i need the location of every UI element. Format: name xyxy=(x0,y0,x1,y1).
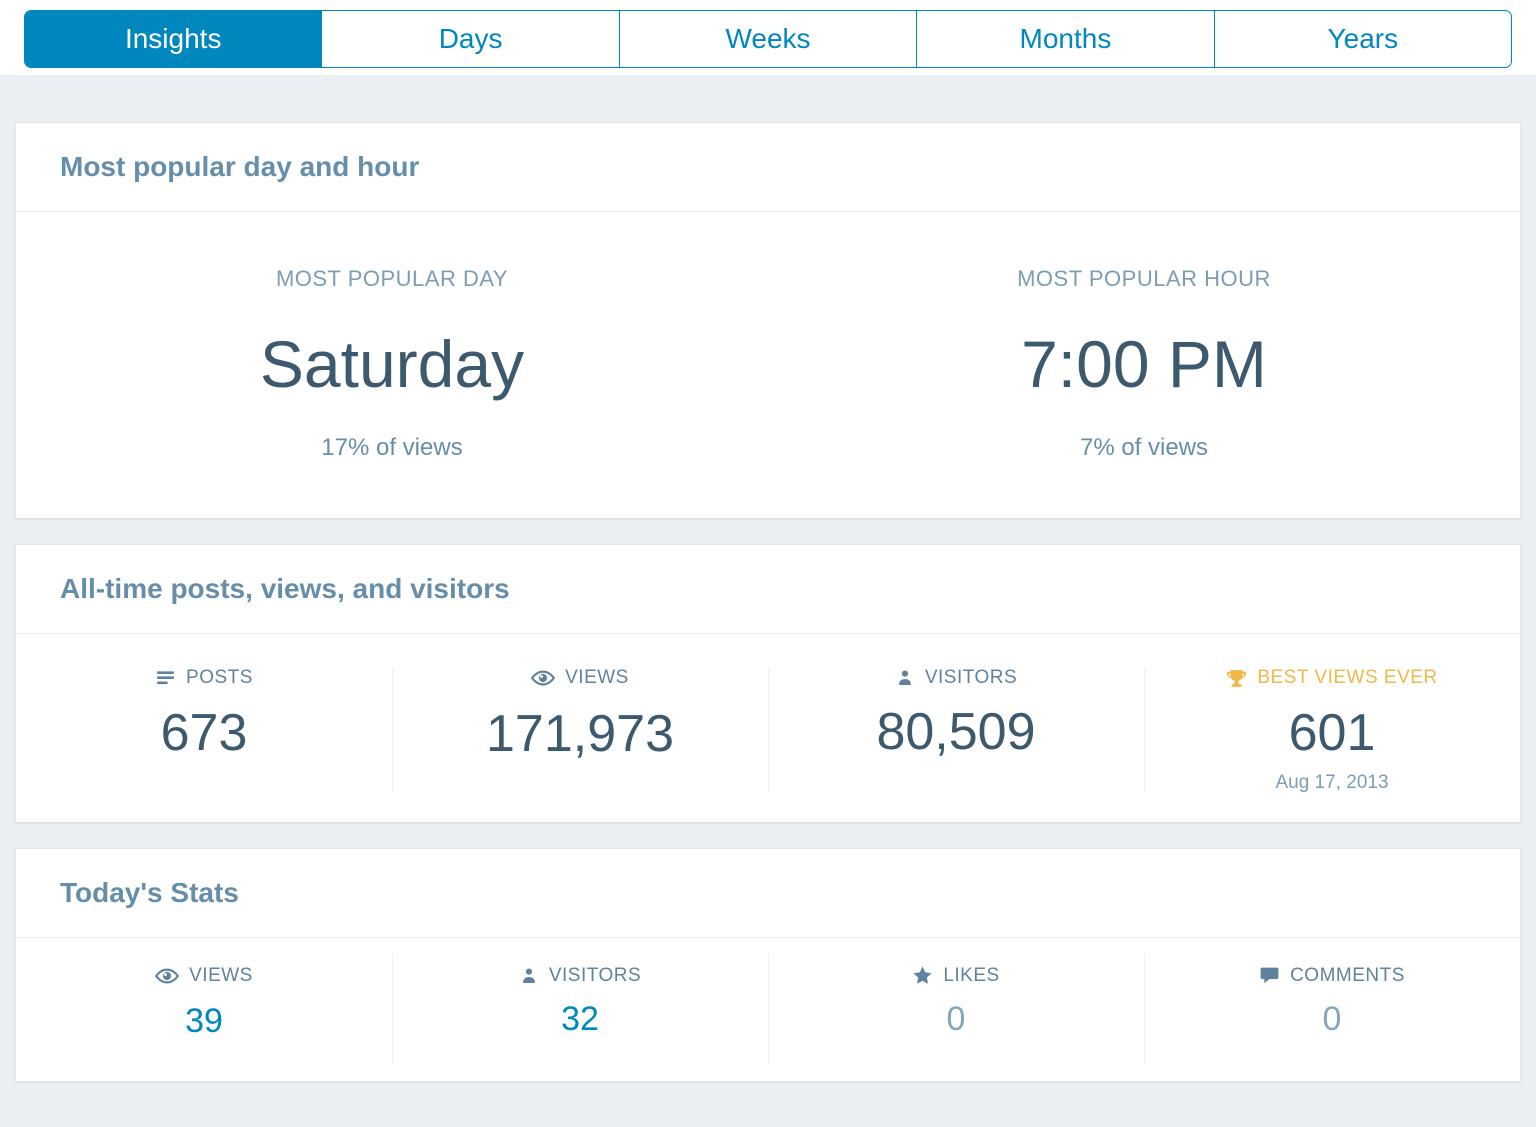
most-popular-hour-label: MOST POPULAR HOUR xyxy=(1017,266,1271,291)
today-stats-row: VIEWS 39 VISITORS 32 LIKES 0 COMMENTS 0 xyxy=(16,938,1520,1081)
stat-label: POSTS xyxy=(186,667,253,688)
stats-period-tabs: Insights Days Weeks Months Years xyxy=(24,10,1512,68)
tab-insights[interactable]: Insights xyxy=(25,11,322,67)
stat-head: VISITORS xyxy=(519,964,641,988)
stat-head: VIEWS xyxy=(531,666,629,690)
most-popular-day-percent: 17% of views xyxy=(321,434,463,461)
stat-label: VIEWS xyxy=(189,964,253,986)
stat-cell-views: VIEWS 171,973 xyxy=(392,634,768,822)
star-icon xyxy=(912,965,933,986)
person-icon xyxy=(519,966,539,986)
stat-head: VIEWS xyxy=(155,964,253,988)
stat-cell-views: VIEWS 39 xyxy=(16,938,392,1081)
panel-title: Most popular day and hour xyxy=(60,151,420,182)
stat-value-best-views-ever: 601 xyxy=(1288,703,1376,762)
stat-cell-best-views-ever: BEST VIEWS EVER 601 Aug 17, 2013 xyxy=(1144,634,1520,822)
most-popular-day-cell: MOST POPULAR DAY Saturday 17% of views xyxy=(16,212,768,518)
stat-label: BEST VIEWS EVER xyxy=(1257,667,1438,688)
stat-label: COMMENTS xyxy=(1290,964,1405,986)
stat-label: VIEWS xyxy=(565,667,629,688)
most-popular-hour-value: 7:00 PM xyxy=(1021,327,1267,401)
tab-weeks[interactable]: Weeks xyxy=(618,11,916,67)
panel-today: Today's Stats VIEWS 39 VISITORS 32 LIKES 0 COM… xyxy=(15,847,1521,1082)
panel-all-time: All-time posts, views, and visitors POST… xyxy=(15,544,1521,823)
stat-value-comments: 0 xyxy=(1322,1000,1342,1038)
stats-content: Most popular day and hour MOST POPULAR D… xyxy=(0,75,1536,1127)
stat-label: VISITORS xyxy=(548,964,642,986)
stat-date: Aug 17, 2013 xyxy=(1275,771,1389,793)
most-popular-hour-percent: 7% of views xyxy=(1079,434,1209,461)
stat-value-visitors: 80,509 xyxy=(876,703,1036,761)
tab-months[interactable]: Months xyxy=(916,11,1213,67)
stat-label: VISITORS xyxy=(924,667,1018,688)
stat-value-likes: 0 xyxy=(946,1000,966,1038)
stat-value-posts: 673 xyxy=(160,703,248,762)
stat-value-views[interactable]: 39 xyxy=(185,1001,223,1040)
comment-icon xyxy=(1259,965,1280,986)
all-time-stats-row: POSTS 673 VIEWS 171,973 VISITORS 80,509 BEST V… xyxy=(16,634,1520,822)
panel-title: Today's Stats xyxy=(60,876,239,908)
panel-most-popular: Most popular day and hour MOST POPULAR D… xyxy=(15,122,1521,519)
most-popular-hour-cell: MOST POPULAR HOUR 7:00 PM 7% of views xyxy=(768,212,1520,518)
eye-icon xyxy=(531,666,556,690)
stat-label: LIKES xyxy=(943,964,1000,986)
trophy-icon xyxy=(1226,668,1247,689)
stat-cell-likes: LIKES 0 xyxy=(768,938,1144,1081)
tabs-strip: Insights Days Weeks Months Years xyxy=(0,0,1536,75)
stat-cell-comments: COMMENTS 0 xyxy=(1144,938,1520,1081)
stat-cell-visitors: VISITORS 32 xyxy=(392,938,768,1081)
panel-most-popular-body: MOST POPULAR DAY Saturday 17% of views M… xyxy=(16,212,1520,518)
posts-icon xyxy=(155,668,176,689)
stat-head: VISITORS xyxy=(895,666,1017,690)
stat-value-views: 171,973 xyxy=(486,705,674,763)
stat-head: COMMENTS xyxy=(1259,964,1405,988)
most-popular-day-value: Saturday xyxy=(259,327,525,401)
stat-head: BEST VIEWS EVER xyxy=(1226,666,1437,690)
most-popular-day-label: MOST POPULAR DAY xyxy=(275,266,509,291)
stat-cell-visitors: VISITORS 80,509 xyxy=(768,634,1144,822)
eye-icon xyxy=(155,964,180,988)
panel-all-time-header: All-time posts, views, and visitors xyxy=(16,545,1520,634)
stat-head: LIKES xyxy=(912,964,999,988)
stat-head: POSTS xyxy=(155,666,253,690)
tab-years[interactable]: Years xyxy=(1213,11,1511,67)
panel-most-popular-header: Most popular day and hour xyxy=(16,123,1520,212)
tab-days[interactable]: Days xyxy=(321,11,618,67)
panel-today-header: Today's Stats xyxy=(16,849,1520,938)
stat-cell-posts: POSTS 673 xyxy=(16,634,392,822)
person-icon xyxy=(895,668,915,688)
panel-title: All-time posts, views, and visitors xyxy=(60,573,510,604)
stat-value-visitors[interactable]: 32 xyxy=(561,999,599,1038)
